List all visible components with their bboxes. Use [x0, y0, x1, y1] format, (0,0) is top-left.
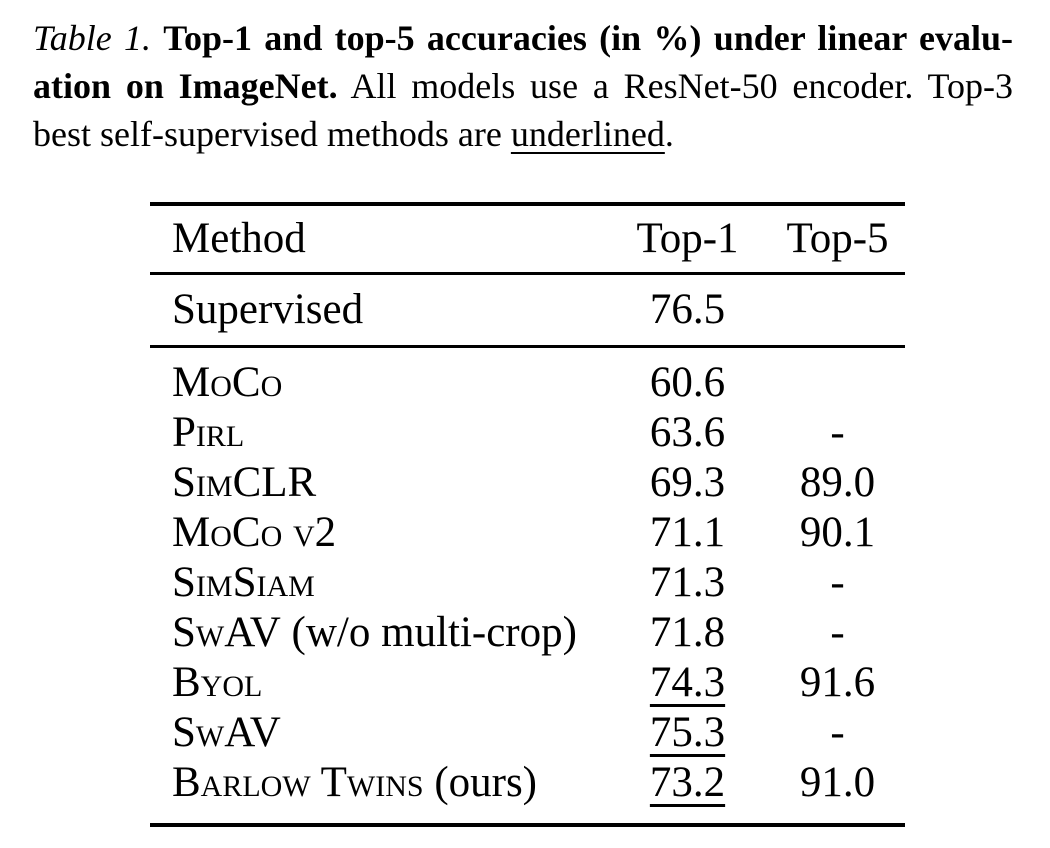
- table-midrule-2: [150, 345, 905, 348]
- method-cell: Supervised: [172, 286, 364, 333]
- caption-table-label: Table 1.: [33, 18, 151, 58]
- method-name: MoCo v2: [172, 509, 337, 556]
- caption-line-1: Table 1. Top-1 and top-5 accuracies (in …: [33, 14, 1013, 62]
- caption-underlined-word: underlined: [510, 114, 665, 154]
- top1-cell: 71.3: [605, 558, 770, 608]
- top1-cell: 71.1: [605, 508, 770, 558]
- table-row-byol: Byol 74.3 91.6: [150, 658, 905, 708]
- table-row-swav: SwAV 75.3 -: [150, 708, 905, 758]
- method-name: SimCLR: [172, 459, 317, 506]
- method-suffix: (w/o multi-crop): [280, 609, 577, 656]
- top1-value: 73.2: [649, 759, 726, 806]
- method-cell: MoCo v2: [150, 508, 605, 558]
- method-name: SwAV: [172, 709, 281, 756]
- top1-value: 75.3: [649, 709, 726, 756]
- table-midrule-1: [150, 272, 905, 275]
- top5-cell: [770, 358, 905, 408]
- top5-cell: [770, 275, 905, 345]
- method-cell: SwAV: [150, 708, 605, 758]
- table-row-swav-no-multicrop: SwAV (w/o multi-crop) 71.8 -: [150, 608, 905, 658]
- top5-cell: -: [830, 559, 845, 606]
- method-cell: MoCo: [150, 358, 605, 408]
- method-cell: SwAV (w/o multi-crop): [150, 608, 605, 658]
- results-table: Method Top-1 Top-5 Supervised 76.5 MoCo …: [150, 202, 905, 827]
- top5-cell: -: [830, 409, 845, 456]
- top5-cell: -: [830, 609, 845, 656]
- header-top5: Top-5: [786, 215, 889, 262]
- top1-value: 71.1: [649, 509, 726, 556]
- table-top-rule: [150, 202, 905, 206]
- top1-value: 74.3: [649, 659, 726, 706]
- method-cell: Barlow Twins (ours): [150, 758, 605, 808]
- method-cell: Pirl: [150, 408, 605, 458]
- method-name: SimSiam: [172, 559, 315, 606]
- table-bottom-rule: [150, 823, 905, 827]
- method-name: MoCo: [172, 359, 283, 406]
- top5-cell: 90.1: [799, 509, 876, 556]
- method-name: SwAV: [172, 609, 281, 656]
- top1-value: 60.6: [649, 359, 726, 406]
- method-suffix: (ours): [423, 759, 538, 806]
- table-caption: Table 1. Top-1 and top-5 accuracies (in …: [33, 14, 1013, 158]
- table-body: MoCo 60.6 Pirl 63.6 - SimCLR 69.3 89.0 M…: [150, 348, 905, 823]
- top1-cell: 73.2: [605, 758, 770, 808]
- method-cell: SimCLR: [150, 458, 605, 508]
- caption-bold-text-2: ation on ImageNet.: [33, 66, 338, 106]
- method-name: Pirl: [172, 409, 245, 456]
- table-row-moco: MoCo 60.6: [150, 358, 905, 408]
- caption-regular-text-3: best self-supervised methods are: [33, 114, 502, 154]
- header-method: Method: [172, 215, 306, 262]
- table-row-simsiam: SimSiam 71.3 -: [150, 558, 905, 608]
- method-name: Barlow Twins: [172, 759, 424, 806]
- top1-value: 63.6: [649, 409, 726, 456]
- top5-cell: 89.0: [799, 459, 876, 506]
- caption-line-2: ation on ImageNet. All models use a ResN…: [33, 62, 1013, 110]
- top1-cell: 63.6: [605, 408, 770, 458]
- method-cell: Byol: [150, 658, 605, 708]
- top5-cell: 91.6: [799, 659, 876, 706]
- top1-cell: 75.3: [605, 708, 770, 758]
- caption-regular-text-2: All models use a ResNet-50 encoder. Top-…: [350, 66, 1013, 106]
- table-header-row: Method Top-1 Top-5: [150, 206, 905, 272]
- top1-cell: 69.3: [605, 458, 770, 508]
- top1-cell: 74.3: [605, 658, 770, 708]
- caption-period: .: [664, 114, 674, 154]
- method-cell: SimSiam: [150, 558, 605, 608]
- top1-value: 71.3: [649, 559, 726, 606]
- top1-cell: 60.6: [605, 358, 770, 408]
- top1-cell: 76.5: [649, 286, 726, 333]
- caption-line-3: best self-supervised methods are underli…: [33, 110, 1013, 158]
- table-row-barlow-twins: Barlow Twins (ours) 73.2 91.0: [150, 758, 905, 808]
- top5-cell: -: [830, 709, 845, 756]
- caption-bold-text-1: Top-1 and top-5 accuracies (in %) under …: [163, 18, 1013, 58]
- top1-value: 69.3: [649, 459, 726, 506]
- table-row-pirl: Pirl 63.6 -: [150, 408, 905, 458]
- table-row-simclr: SimCLR 69.3 89.0: [150, 458, 905, 508]
- top5-cell: 91.0: [799, 759, 876, 806]
- top1-cell: 71.8: [605, 608, 770, 658]
- table-row-supervised: Supervised 76.5: [150, 275, 905, 345]
- header-top1: Top-1: [636, 215, 739, 262]
- top1-value: 71.8: [649, 609, 726, 656]
- table-row-moco-v2: MoCo v2 71.1 90.1: [150, 508, 905, 558]
- method-name: Byol: [172, 659, 263, 706]
